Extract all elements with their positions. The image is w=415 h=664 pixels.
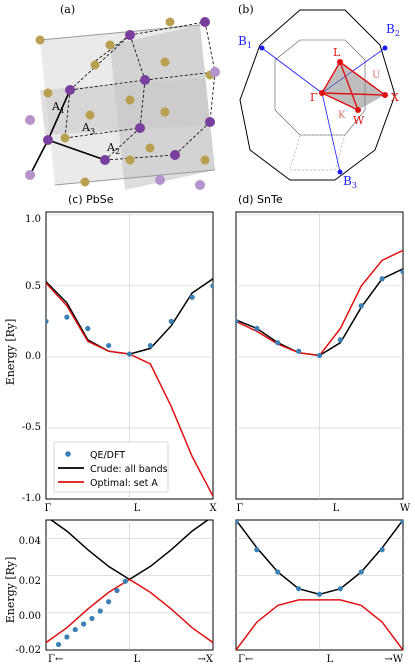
optimal-band-line: [46, 578, 213, 644]
bands-pbse-zoom: [46, 520, 213, 650]
xtick-label: L: [134, 654, 141, 664]
xticks-d: Γ L W: [237, 503, 411, 514]
xtick-label: L: [134, 503, 141, 514]
dft-point: [337, 337, 343, 343]
dft-point: [97, 608, 103, 614]
ytick-label: 0.02: [19, 576, 41, 587]
dft-point: [275, 569, 281, 575]
lattice-label-a2: A2: [106, 141, 120, 156]
dft-point: [316, 352, 323, 359]
dft-point: [122, 578, 128, 584]
xticks-d-zoom: Γ← L →W: [238, 654, 404, 664]
dft-point: [400, 269, 403, 275]
xtick-label: Γ←: [48, 654, 63, 664]
dft-point: [89, 615, 95, 622]
legend-optimal-label: Optimal: set A: [90, 478, 158, 489]
bands-pbse: [46, 278, 213, 497]
dft-point: [114, 587, 120, 594]
dft-point: [55, 641, 62, 648]
ytick-label: 0.00: [19, 611, 41, 622]
dft-point: [358, 303, 364, 309]
bz-point-u: U: [372, 70, 380, 81]
ylabel-main: Energy [Ry]: [4, 319, 17, 386]
xticks-c: Γ L X: [45, 503, 218, 514]
legend-dft-label: QE/DFT: [90, 450, 125, 461]
xtick-label: Γ: [237, 503, 244, 514]
legend-dft-marker: [65, 451, 71, 457]
dft-point: [48, 649, 52, 650]
xtick-label: Γ: [45, 503, 52, 514]
xtick-label: →X: [198, 654, 214, 664]
xtick-label: Γ←: [238, 654, 253, 664]
ylabel-zoom: Energy [Ry]: [4, 557, 17, 624]
dft-point: [296, 586, 302, 592]
dft-point: [168, 318, 174, 325]
dft-point: [64, 314, 70, 320]
dft-point: [358, 569, 364, 575]
xtick-label: L: [333, 503, 340, 514]
ytick-label: -0.5: [22, 422, 41, 433]
xticks-c-zoom: Γ← L →X: [48, 654, 214, 664]
dft-point: [400, 520, 403, 525]
bz-label-b3: B3: [343, 174, 357, 190]
bands-snte-zoom: [236, 520, 403, 650]
dft-point: [379, 547, 385, 553]
dft-point: [80, 621, 87, 627]
dft-point: [106, 342, 112, 349]
legend: QE/DFT Crude: all bands Optimal: set A: [53, 441, 169, 493]
ytick-label: 1.0: [25, 214, 41, 225]
bz-point-x: X: [391, 91, 399, 104]
dft-point: [236, 520, 239, 525]
dft-point: [126, 351, 133, 357]
ytick-label: 0.5: [25, 281, 41, 292]
bz-point-w: W: [353, 114, 365, 127]
dft-point: [85, 325, 91, 332]
panel-a-label: (a): [60, 3, 75, 16]
dft-point: [46, 318, 49, 325]
xtick-label: L: [327, 654, 334, 664]
bz-point-k: K: [338, 110, 346, 121]
xtick-label: →W: [384, 654, 403, 664]
ytick-label: -0.02: [15, 645, 41, 656]
optimal-band-line: [236, 599, 403, 650]
bz-point-l: L: [333, 46, 341, 59]
ytick-label: -1.0: [22, 493, 41, 504]
grid: [46, 212, 403, 650]
dft-point: [236, 318, 239, 325]
brillouin-zone: B1 B2 B3 L U X W K Γ: [238, 9, 400, 190]
dft-point: [189, 294, 195, 300]
xtick-label: W: [400, 503, 411, 514]
dft-point: [106, 599, 112, 605]
dft-point: [337, 586, 343, 592]
dft-point: [64, 634, 70, 640]
dft-point: [72, 626, 78, 633]
ytick-label: 0.04: [19, 536, 41, 547]
bz-label-b2: B2: [386, 22, 400, 38]
bz-label-b1: B1: [238, 34, 252, 50]
lattice-label-a1: A1: [51, 100, 65, 115]
dft-point: [275, 340, 281, 346]
panel-c-label: (c) PbSe: [68, 193, 114, 206]
crystal-lattice: A1 A3 A2: [25, 17, 220, 190]
atoms: [25, 17, 220, 190]
yticks-zoom: 0.04 0.02 0.00 -0.02: [15, 536, 41, 656]
lattice-label-a3: A3: [81, 121, 95, 136]
panel-b-label: (b): [238, 3, 254, 16]
panel-d-label: (d) SnTe: [238, 193, 283, 206]
dft-point: [210, 283, 213, 289]
xtick-label: X: [209, 503, 217, 514]
yticks-main: 1.0 0.5 0.0 -0.5 -1.0: [22, 214, 41, 504]
dft-point: [379, 276, 385, 282]
dft-point: [316, 591, 323, 597]
bands-snte: [236, 249, 403, 359]
bz-point-gamma: Γ: [310, 91, 318, 104]
dft-point: [296, 348, 302, 354]
dft-point: [254, 325, 260, 332]
dft-point: [254, 547, 260, 553]
ytick-label: 0.0: [25, 351, 41, 362]
legend-crude-label: Crude: all bands: [90, 464, 168, 475]
dft-point: [147, 342, 153, 349]
